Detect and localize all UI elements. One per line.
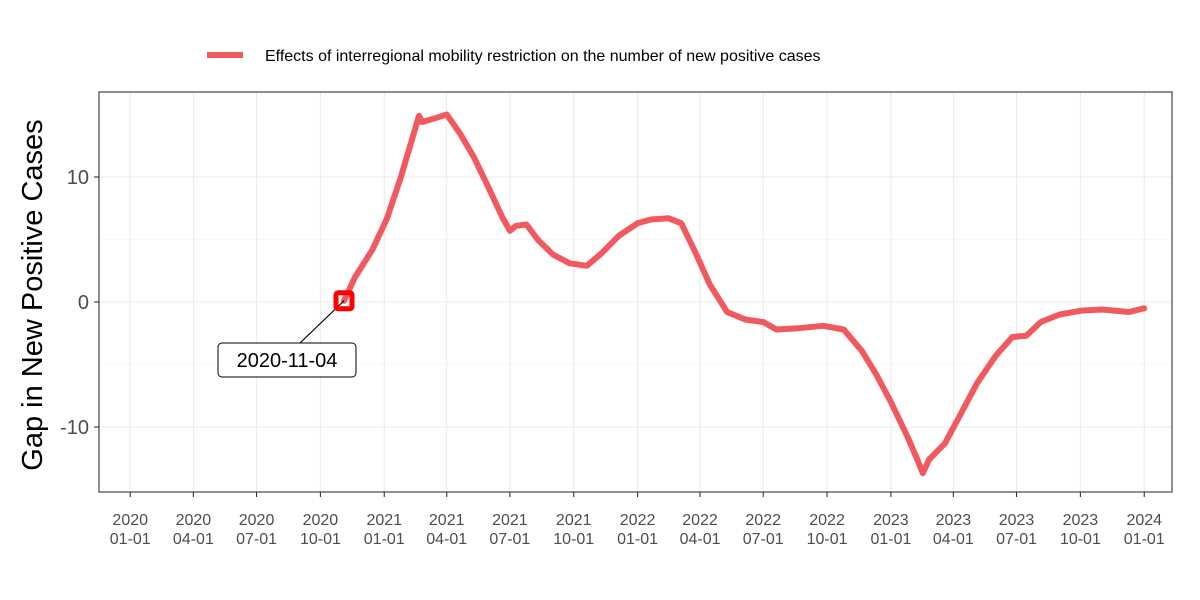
y-tick-label: 0 (78, 292, 89, 314)
highlight-marker (333, 290, 355, 312)
legend-label: Effects of interregional mobility restri… (265, 48, 821, 65)
x-tick-label-year: 2023 (999, 512, 1035, 529)
x-tick-label-year: 2020 (112, 512, 148, 529)
annotation: 2020-11-04 (217, 290, 357, 378)
x-tick-label-year: 2023 (873, 512, 909, 529)
y-tick-label: -10 (60, 417, 89, 439)
x-tick-label-year: 2024 (1126, 512, 1162, 529)
x-tick-label-monthday: 04-01 (680, 531, 721, 548)
x-tick-label-year: 2022 (809, 512, 845, 529)
x-tick-label-monthday: 01-01 (1124, 531, 1165, 548)
x-tick-label-monthday: 10-01 (553, 531, 594, 548)
x-tick-label-year: 2020 (176, 512, 212, 529)
x-tick-label-year: 2021 (556, 512, 592, 529)
x-tick-label-year: 2021 (366, 512, 402, 529)
x-tick-label-year: 2023 (1063, 512, 1099, 529)
x-tick-label-monthday: 10-01 (1060, 531, 1101, 548)
legend: Effects of interregional mobility restri… (207, 48, 821, 65)
x-tick-label-monthday: 04-01 (173, 531, 214, 548)
x-tick-label-year: 2021 (492, 512, 528, 529)
x-tick-label-monthday: 07-01 (996, 531, 1037, 548)
x-tick-label-monthday: 07-01 (236, 531, 277, 548)
x-tick-label-year: 2022 (682, 512, 718, 529)
grid (99, 92, 1172, 492)
series-line (341, 111, 1148, 477)
x-tick-label-monthday: 01-01 (110, 531, 151, 548)
x-tick-label-year: 2022 (620, 512, 656, 529)
plot-panel (98, 91, 1173, 493)
x-tick-label-monthday: 01-01 (870, 531, 911, 548)
y-tick-labels: -10 0 10 (60, 167, 89, 439)
x-tick-label-monthday: 07-01 (489, 531, 530, 548)
y-tick-label: 10 (67, 167, 89, 189)
x-tick-label-year: 2023 (936, 512, 972, 529)
annotation-box (217, 342, 357, 378)
x-tick-label-monthday: 10-01 (807, 531, 848, 548)
x-tick-label-year: 2020 (239, 512, 275, 529)
x-tick-label-monthday: 01-01 (364, 531, 405, 548)
x-tick-label-monthday: 04-01 (933, 531, 974, 548)
x-tick-label-monthday: 07-01 (743, 531, 784, 548)
y-axis-title: Gap in New Positive Cases (17, 119, 49, 470)
x-tick-label-monthday: 04-01 (426, 531, 467, 548)
axis-ticks (94, 176, 1145, 497)
x-tick-label-year: 2021 (429, 512, 465, 529)
annotation-label: 2020-11-04 (237, 350, 338, 372)
x-tick-labels: 2020 01-01 2020 04-01 2020 07-01 2020 10-01 2021… (110, 512, 1165, 548)
x-tick-label-monthday: 01-01 (617, 531, 658, 548)
x-tick-label-year: 2022 (745, 512, 781, 529)
x-tick-label-monthday: 10-01 (300, 531, 341, 548)
x-tick-label-year: 2020 (303, 512, 339, 529)
